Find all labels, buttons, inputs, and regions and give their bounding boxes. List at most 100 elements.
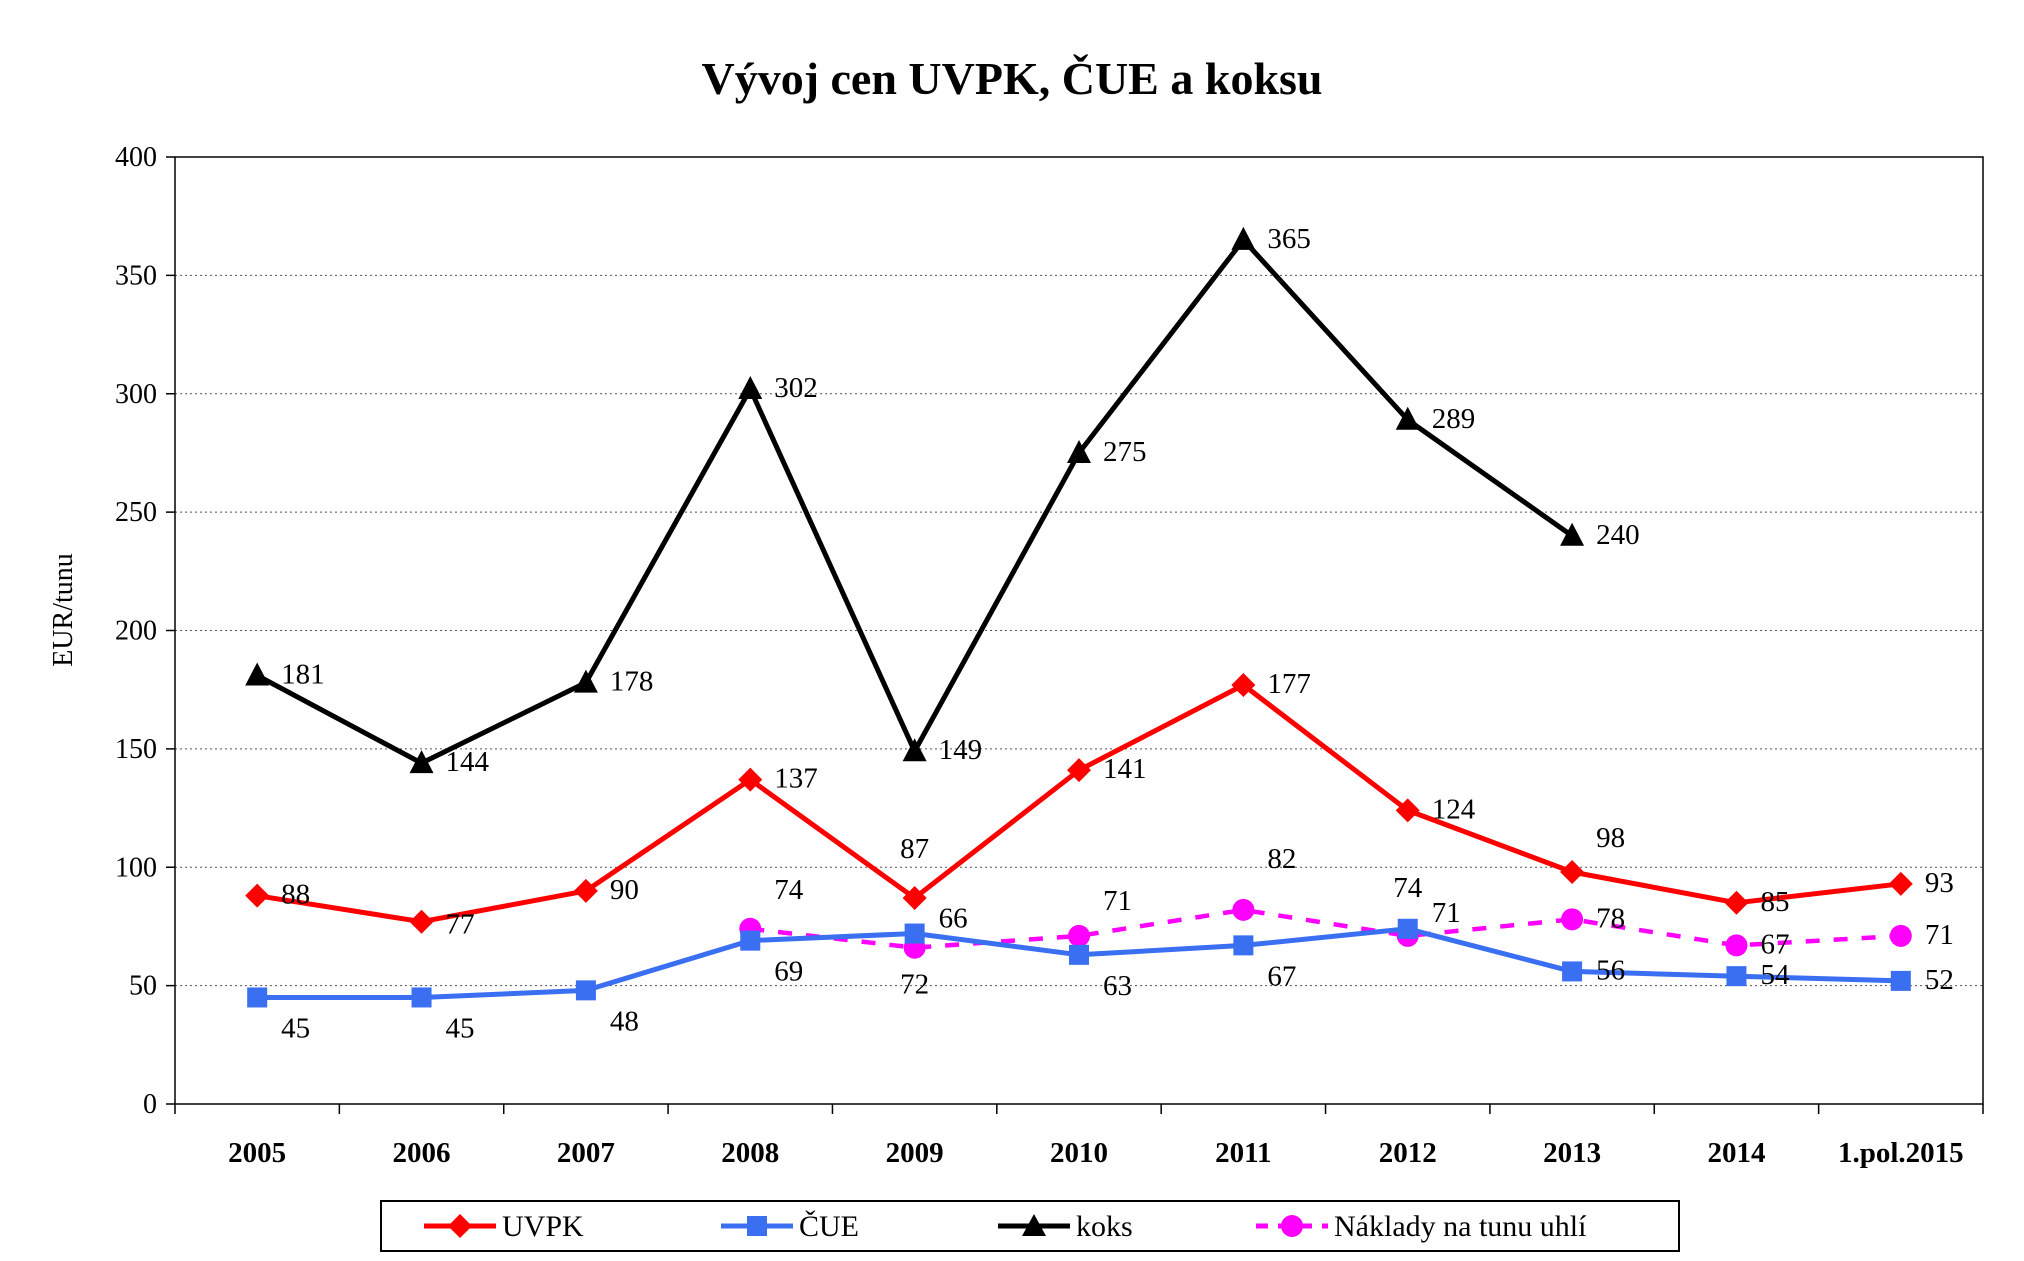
- legend-swatch-cue: [721, 1216, 793, 1236]
- legend-label-uvpk: UVPK: [502, 1210, 584, 1243]
- data-point-koks: [573, 669, 598, 693]
- x-tick-label: 1.pol.2015: [1838, 1137, 1964, 1169]
- data-label-koks: 178: [610, 666, 654, 698]
- data-label-naklady: 78: [1596, 902, 1625, 934]
- data-point-cue: [1890, 970, 1911, 991]
- legend: UVPK ČUE koks Náklady na tunu uhlí: [380, 1200, 1680, 1252]
- data-label-cue: 56: [1596, 954, 1625, 986]
- legend-swatch-naklady: [1256, 1215, 1328, 1237]
- data-label-cue: 67: [1267, 960, 1296, 992]
- x-tick-label: 2012: [1379, 1137, 1437, 1169]
- data-label-uvpk: 93: [1925, 867, 1954, 899]
- data-label-uvpk: 124: [1432, 793, 1476, 825]
- x-tick-label: 2007: [557, 1137, 615, 1169]
- data-label-cue: 63: [1103, 970, 1132, 1002]
- data-label-koks: 302: [774, 372, 818, 404]
- data-label-koks: 181: [281, 658, 325, 690]
- x-tick-label: 2011: [1215, 1137, 1271, 1169]
- data-label-uvpk: 77: [446, 909, 475, 941]
- x-tick-label: 2009: [886, 1137, 944, 1169]
- data-point-cue: [1233, 935, 1254, 956]
- x-tick-label: 2013: [1543, 1137, 1601, 1169]
- data-point-uvpk: [1560, 859, 1585, 884]
- data-label-uvpk: 88: [281, 879, 310, 911]
- data-point-uvpk: [1395, 798, 1420, 823]
- data-point-koks: [1067, 439, 1091, 463]
- data-label-uvpk: 177: [1267, 668, 1311, 700]
- data-point-cue: [575, 980, 596, 1001]
- data-label-cue: 48: [610, 1005, 639, 1037]
- chart-title: Vývoj cen UVPK, ČUE a koksu: [701, 53, 1323, 104]
- x-tick-label: 2014: [1707, 1137, 1765, 1169]
- data-label-uvpk: 85: [1760, 886, 1789, 918]
- data-label-cue: 45: [446, 1012, 475, 1044]
- data-point-uvpk: [1067, 758, 1091, 783]
- legend-swatch-koks: [998, 1214, 1070, 1236]
- data-point-cue: [1562, 961, 1583, 982]
- data-label-naklady: 74: [774, 874, 804, 906]
- data-point-naklady: [1889, 924, 1912, 947]
- data-label-koks: 365: [1267, 223, 1311, 255]
- data-point-cue: [1069, 944, 1089, 965]
- data-point-uvpk: [738, 767, 763, 792]
- data-label-naklady: 67: [1760, 928, 1789, 960]
- line-chart: 0 50 100 150 200 250 300 350 400 2005 2006 2007 2008…: [115, 142, 1984, 1169]
- legend-label-naklady: Náklady na tunu uhlí: [1334, 1210, 1587, 1243]
- data-point-cue: [1397, 918, 1418, 939]
- data-label-cue: 45: [281, 1012, 310, 1044]
- data-point-koks: [1395, 406, 1420, 430]
- data-label-cue: 52: [1925, 964, 1954, 996]
- data-point-cue: [247, 987, 268, 1008]
- data-point-naklady: [1561, 908, 1584, 931]
- y-tick-label: 100: [115, 852, 157, 883]
- data-point-koks: [245, 662, 270, 686]
- data-point-cue: [740, 930, 761, 951]
- data-label-naklady: 71: [1103, 885, 1132, 917]
- legend-label-cue: ČUE: [799, 1210, 859, 1243]
- y-tick-label: 350: [115, 260, 157, 291]
- x-tick-label: 2008: [721, 1137, 779, 1169]
- data-point-koks: [1560, 522, 1585, 546]
- data-point-koks: [902, 738, 927, 762]
- data-label-cue: 74: [1393, 872, 1423, 904]
- y-tick-label: 200: [115, 616, 157, 647]
- data-label-naklady: 71: [1925, 919, 1954, 951]
- data-point-naklady: [1068, 924, 1090, 947]
- data-point-uvpk: [573, 878, 598, 903]
- series-line-koks: [256, 237, 1574, 766]
- data-label-koks: 275: [1103, 436, 1147, 468]
- y-tick-label: 400: [115, 142, 157, 173]
- data-labels: 74 66 71 82 71 78 67 71 45 45 48 69 72 63 67 74 56 54 52 88…: [281, 223, 1954, 1045]
- data-point-cue: [904, 923, 925, 944]
- data-label-uvpk: 90: [610, 874, 639, 906]
- data-point-naklady: [1725, 934, 1748, 957]
- data-point-uvpk: [245, 883, 270, 908]
- axes: 0 50 100 150 200 250 300 350 400 2005 2006 2007 2008…: [115, 142, 1984, 1169]
- data-label-cue: 69: [774, 956, 803, 988]
- data-label-naklady: 82: [1267, 843, 1296, 875]
- y-tick-label: 250: [115, 497, 157, 528]
- series-markers: [245, 226, 1913, 1008]
- data-label-uvpk: 98: [1596, 822, 1625, 854]
- legend-label-koks: koks: [1076, 1210, 1133, 1243]
- x-tick-label: 2005: [228, 1137, 286, 1169]
- data-label-cue: 72: [900, 969, 929, 1001]
- y-tick-label: 300: [115, 379, 157, 410]
- data-point-naklady: [1232, 898, 1255, 921]
- y-tick-label: 150: [115, 734, 157, 765]
- data-label-koks: 144: [446, 746, 490, 778]
- data-point-cue: [411, 987, 432, 1008]
- data-point-uvpk: [1888, 871, 1913, 896]
- data-point-uvpk: [409, 909, 434, 934]
- data-label-koks: 289: [1432, 403, 1476, 435]
- data-label-uvpk: 137: [774, 763, 818, 795]
- x-tick-label: 2006: [393, 1137, 451, 1169]
- data-label-uvpk: 141: [1103, 753, 1147, 785]
- data-point-uvpk: [1724, 890, 1749, 915]
- data-point-cue: [1726, 966, 1747, 987]
- data-label-uvpk: 87: [900, 833, 929, 865]
- series-lines: [256, 237, 1902, 1000]
- data-point-koks: [409, 750, 434, 774]
- data-point-uvpk: [902, 886, 927, 911]
- x-tick-label: 2010: [1050, 1137, 1108, 1169]
